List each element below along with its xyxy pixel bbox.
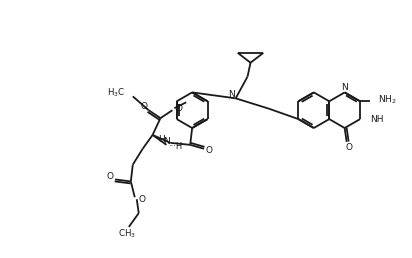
Text: N: N: [163, 137, 169, 146]
Text: O: O: [206, 146, 213, 155]
Text: O: O: [176, 104, 183, 113]
Text: H: H: [158, 135, 164, 144]
Text: NH: NH: [370, 115, 384, 124]
Text: CH$_3$: CH$_3$: [118, 228, 136, 240]
Text: NH$_2$: NH$_2$: [378, 93, 396, 106]
Text: N: N: [341, 83, 348, 92]
Text: N: N: [228, 90, 235, 99]
Text: O: O: [139, 195, 146, 204]
Text: H$_3$C: H$_3$C: [107, 86, 125, 99]
Text: O: O: [345, 143, 352, 152]
Text: O: O: [140, 102, 147, 111]
Text: ···H: ···H: [169, 142, 183, 151]
Text: O: O: [107, 172, 114, 181]
